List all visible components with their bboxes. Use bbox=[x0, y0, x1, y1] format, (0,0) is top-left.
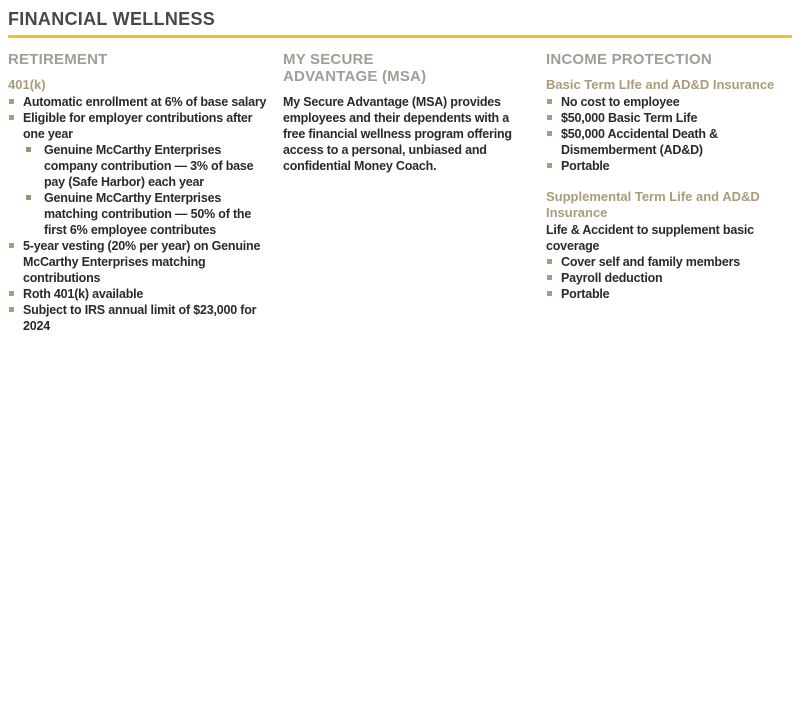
bullet-square-icon bbox=[547, 131, 552, 136]
list-item: Portable bbox=[546, 286, 804, 302]
bullet-list: Automatic enrollment at 6% of base salar… bbox=[8, 94, 270, 334]
section-subheading: Basic Term LIfe and AD&D Insurance bbox=[546, 77, 775, 92]
bullet-text: $50,000 Basic Term Life bbox=[561, 111, 698, 125]
column-retirement: RETIREMENT 401(k) Automatic enrollment a… bbox=[8, 51, 270, 334]
bullet-square-icon bbox=[547, 115, 552, 120]
bullet-square-icon bbox=[26, 147, 31, 152]
list-item: 5-year vesting (20% per year) on Genuine… bbox=[8, 238, 270, 286]
section-msa-description: My Secure Advantage (MSA) provides emplo… bbox=[283, 94, 523, 174]
bullet-text: Automatic enrollment at 6% of base salar… bbox=[23, 95, 267, 109]
bullet-square-icon bbox=[547, 275, 552, 280]
section-subheading: Supplemental Term Life and AD&D Insuranc… bbox=[546, 189, 760, 220]
bullet-square-icon bbox=[547, 259, 552, 264]
list-item: Automatic enrollment at 6% of base salar… bbox=[8, 94, 270, 110]
list-item: Cover self and family members bbox=[546, 254, 804, 270]
list-item: Payroll deduction bbox=[546, 270, 804, 286]
bullet-text: Eligible for employer contributions afte… bbox=[23, 111, 253, 141]
list-item-sub: Genuine McCarthy Enterprises matching co… bbox=[8, 190, 270, 238]
bullet-square-icon bbox=[9, 99, 14, 104]
bullet-square-icon bbox=[9, 243, 14, 248]
columns-container: RETIREMENT 401(k) Automatic enrollment a… bbox=[8, 51, 804, 334]
bullet-text: No cost to employee bbox=[561, 95, 680, 109]
column-income-protection: INCOME PROTECTION Basic Term LIfe and AD… bbox=[546, 51, 804, 334]
bullet-list: No cost to employee $50,000 Basic Term L… bbox=[546, 94, 804, 174]
list-item-sub: Genuine McCarthy Enterprises company con… bbox=[8, 142, 270, 190]
bullet-square-icon bbox=[9, 307, 14, 312]
section-intro: Life & Accident to supplement basic cove… bbox=[546, 223, 754, 253]
section-supplemental-term-life: Supplemental Term Life and AD&D Insuranc… bbox=[546, 189, 804, 302]
bullet-square-icon bbox=[9, 115, 14, 120]
bullet-text: Portable bbox=[561, 287, 610, 301]
bullet-text: Portable bbox=[561, 159, 610, 173]
column-heading: MY SECURE ADVANTAGE (MSA) bbox=[283, 51, 427, 85]
bullet-text: Genuine McCarthy Enterprises company con… bbox=[44, 143, 254, 189]
bullet-text: Payroll deduction bbox=[561, 271, 663, 285]
bullet-square-icon bbox=[547, 99, 552, 104]
section-401k: 401(k) Automatic enrollment at 6% of bas… bbox=[8, 77, 270, 334]
bullet-text: Cover self and family members bbox=[561, 255, 740, 269]
bullet-list: Cover self and family members Payroll de… bbox=[546, 254, 804, 302]
bullet-text: 5-year vesting (20% per year) on Genuine… bbox=[23, 239, 261, 285]
bullet-text: $50,000 Accidental Death & Dismemberment… bbox=[561, 127, 718, 157]
column-heading: INCOME PROTECTION bbox=[546, 51, 712, 68]
msa-paragraph: My Secure Advantage (MSA) provides emplo… bbox=[283, 95, 512, 173]
page-title: FINANCIAL WELLNESS bbox=[8, 9, 216, 29]
section-basic-term-life: Basic Term LIfe and AD&D Insurance No co… bbox=[546, 77, 804, 174]
bullet-text: Genuine McCarthy Enterprises matching co… bbox=[44, 191, 252, 237]
list-item: Roth 401(k) available bbox=[8, 286, 270, 302]
list-item: $50,000 Accidental Death & Dismemberment… bbox=[546, 126, 804, 158]
bullet-text: Subject to IRS annual limit of $23,000 f… bbox=[23, 303, 257, 333]
section-subheading: 401(k) bbox=[8, 77, 46, 92]
list-item: Portable bbox=[546, 158, 804, 174]
bullet-text: Roth 401(k) available bbox=[23, 287, 144, 301]
list-item: No cost to employee bbox=[546, 94, 804, 110]
bullet-square-icon bbox=[547, 163, 552, 168]
list-item: $50,000 Basic Term Life bbox=[546, 110, 804, 126]
list-item: Subject to IRS annual limit of $23,000 f… bbox=[8, 302, 270, 334]
column-msa: MY SECURE ADVANTAGE (MSA) My Secure Adva… bbox=[283, 51, 523, 334]
list-item: Eligible for employer contributions afte… bbox=[8, 110, 270, 142]
column-heading: RETIREMENT bbox=[8, 51, 108, 68]
document-page: FINANCIAL WELLNESS RETIREMENT 401(k) Aut… bbox=[0, 0, 812, 334]
bullet-square-icon bbox=[547, 291, 552, 296]
title-accent-rule bbox=[8, 35, 792, 38]
bullet-square-icon bbox=[9, 291, 14, 296]
bullet-square-icon bbox=[26, 195, 31, 200]
